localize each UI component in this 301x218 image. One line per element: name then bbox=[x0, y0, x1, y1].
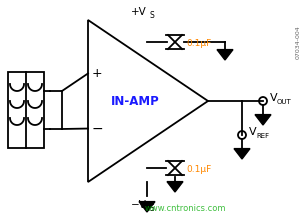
Text: OUT: OUT bbox=[277, 99, 292, 105]
Text: +: + bbox=[92, 67, 102, 80]
Polygon shape bbox=[234, 149, 250, 159]
Text: −: − bbox=[91, 122, 103, 136]
Text: −V: −V bbox=[131, 200, 147, 210]
Polygon shape bbox=[217, 50, 233, 60]
Polygon shape bbox=[167, 182, 183, 192]
Text: +V: +V bbox=[131, 7, 147, 17]
Text: S: S bbox=[149, 203, 154, 213]
Text: V: V bbox=[249, 127, 257, 137]
Text: www.cntronics.com: www.cntronics.com bbox=[144, 204, 226, 213]
Text: S: S bbox=[149, 10, 154, 19]
Text: 0.1μF: 0.1μF bbox=[186, 165, 211, 174]
Text: V: V bbox=[270, 93, 278, 103]
Text: 0.1μF: 0.1μF bbox=[186, 39, 211, 48]
Polygon shape bbox=[255, 115, 271, 125]
Polygon shape bbox=[139, 202, 155, 212]
Text: IN-AMP: IN-AMP bbox=[111, 94, 159, 107]
Text: REF: REF bbox=[256, 133, 269, 139]
Text: 07034-004: 07034-004 bbox=[296, 25, 300, 59]
Bar bbox=[8, 72, 44, 148]
